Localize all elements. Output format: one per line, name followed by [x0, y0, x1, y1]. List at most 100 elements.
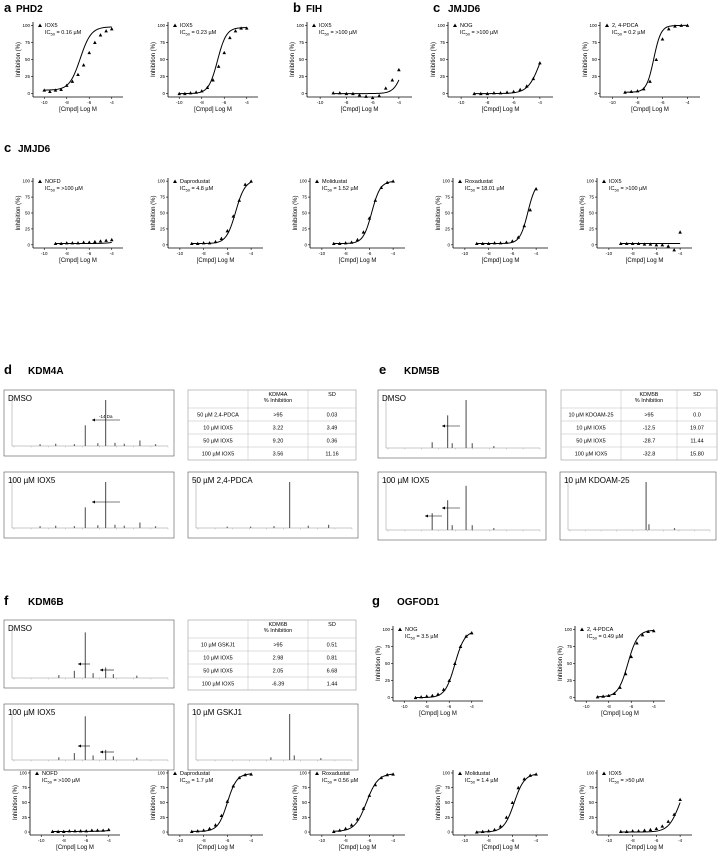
ms-peak: [471, 525, 473, 530]
chart-g1: 0 25 50 75 100 -10 -8 -6 -4 [Cmpd] Log M Inhibitio…: [376, 626, 483, 717]
data-point: [510, 239, 515, 243]
x-axis-label: [Cmpd] Log M: [59, 107, 97, 113]
data-point: [528, 208, 532, 212]
legend-label: Roxadustat: [465, 179, 493, 185]
ms-peak: [447, 500, 449, 530]
data-point: [642, 242, 647, 246]
data-point: [635, 641, 639, 645]
table-cell: >95: [644, 413, 653, 419]
ms-peak: [73, 753, 75, 760]
x-tick-label: -10: [38, 838, 45, 843]
y-tick-label: 25: [160, 815, 166, 820]
ms-frame: [187, 703, 359, 771]
y-tick-label: 75: [25, 195, 31, 200]
data-point: [612, 691, 617, 695]
table-cell: 2.98: [273, 656, 284, 662]
y-tick-label: 75: [160, 195, 166, 200]
data-point: [648, 827, 653, 832]
legend-marker: [458, 771, 462, 775]
x-tick-label: -4: [391, 838, 395, 843]
y-axis-label: Inhibition (%): [436, 195, 442, 230]
fit-curve: [620, 802, 681, 833]
y-tick-label: 0: [27, 91, 30, 96]
y-tick-label: 75: [589, 195, 595, 200]
y-tick-label: 100: [564, 627, 572, 632]
table-cell: 3.22: [273, 426, 284, 432]
x-tick-label: -8: [202, 838, 206, 843]
data-point: [239, 26, 243, 30]
data-point: [211, 78, 215, 82]
data-point: [464, 634, 468, 638]
legend-marker: [602, 179, 606, 183]
data-point: [90, 828, 94, 832]
data-point: [373, 198, 378, 202]
data-point: [630, 829, 635, 833]
y-tick-label: 0: [594, 91, 597, 96]
x-tick-label: -10: [401, 704, 408, 709]
table-cell: 10 µM IOX5: [576, 426, 605, 432]
data-point: [486, 829, 491, 833]
x-tick-label: -4: [249, 251, 253, 256]
y-tick-label: 0: [162, 91, 165, 96]
data-point: [673, 24, 677, 28]
legend-marker: [173, 179, 177, 183]
ms-peak: [84, 632, 86, 678]
data-point: [87, 50, 92, 55]
y-tick-label: 0: [162, 242, 165, 247]
table-header-cell: SD: [328, 622, 336, 628]
x-tick-label: -4: [678, 251, 682, 256]
x-tick-label: -6: [87, 251, 91, 256]
data-point: [492, 241, 497, 245]
x-axis-label: [Cmpd] Log M: [626, 258, 664, 264]
y-tick-label: 25: [302, 226, 308, 231]
x-axis-label: [Cmpd] Log M: [626, 845, 664, 851]
data-point: [606, 693, 611, 698]
data-point: [349, 240, 354, 244]
table-cell: 100 µM IOX5: [575, 452, 608, 458]
ms-peak: [105, 667, 107, 678]
ms-peak: [154, 444, 157, 446]
y-tick-label: 75: [299, 40, 305, 45]
y-axis-label: Inhibition (%): [558, 646, 564, 681]
x-tick-label: -6: [371, 100, 375, 105]
fit-curve: [597, 629, 654, 698]
fit-curve: [191, 773, 252, 832]
y-tick-label: 100: [299, 179, 307, 184]
data-point: [383, 86, 388, 90]
data-point: [225, 799, 230, 803]
legend-label: NOG: [460, 23, 473, 29]
shift-arrowhead: [425, 514, 428, 518]
data-point: [485, 91, 490, 96]
data-point: [228, 35, 232, 40]
legend-label: Roxadustat: [322, 771, 350, 777]
ms-peak: [58, 757, 60, 760]
y-tick-label: 100: [299, 770, 307, 775]
ms-peak: [250, 526, 252, 528]
data-point: [109, 27, 114, 31]
data-point: [216, 64, 221, 68]
panel-label-d: d: [4, 362, 12, 377]
data-point: [53, 88, 58, 92]
ms-kdm6b-gskj1: 10 µM GSKJ1: [187, 703, 359, 771]
y-axis-label: Inhibition (%): [151, 195, 157, 230]
x-axis-label: [Cmpd] Log M: [601, 711, 639, 717]
data-point: [486, 241, 491, 246]
legend-label: 2, 4-PDCA: [587, 627, 614, 633]
y-tick-label: 75: [567, 644, 573, 649]
y-axis-label: Inhibition (%): [436, 785, 442, 820]
y-tick-label: 100: [157, 23, 165, 28]
data-point: [516, 235, 521, 239]
y-tick-label: 100: [22, 23, 30, 28]
data-point: [349, 823, 354, 827]
data-point: [522, 777, 527, 781]
data-point: [601, 694, 605, 698]
data-point: [413, 695, 418, 700]
x-tick-label: -10: [41, 251, 48, 256]
chart-c1: 0 25 50 75 100 -10 -8 -6 -4 [Cmpd] Log M Inhibitio…: [431, 22, 553, 113]
shift-arrowhead: [100, 668, 103, 672]
y-tick-label: 25: [25, 226, 31, 231]
y-axis-label: Inhibition (%): [293, 195, 299, 230]
data-point: [344, 91, 349, 96]
x-tick-label: -6: [222, 100, 226, 105]
x-tick-label: -8: [65, 100, 69, 105]
